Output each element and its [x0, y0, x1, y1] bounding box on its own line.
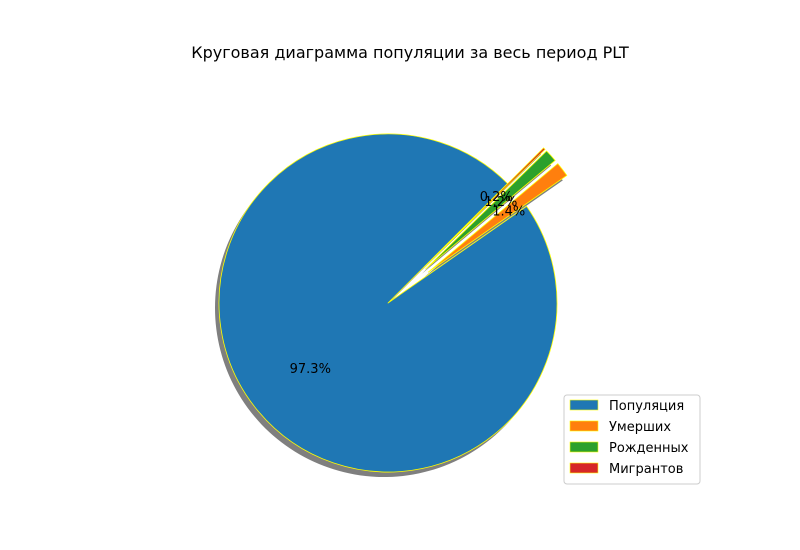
slice-3-percent-label: 0.2%: [480, 190, 513, 205]
slice-2-percent-label: 1.2%: [484, 195, 517, 210]
legend-label-1: Умерших: [609, 420, 671, 435]
slice-1-percent-label: 1.4%: [492, 205, 525, 220]
slice-0-percent-label: 97.3%: [290, 362, 331, 377]
legend-swatch-3: [569, 462, 599, 474]
legend-label-0: Популяция: [609, 399, 684, 414]
legend-label-2: Рожденных: [609, 441, 689, 456]
pie-labels: 97.3% 1.4%1.2%0.2%: [290, 190, 526, 377]
pie-slices: [218, 133, 568, 473]
slice-3-wedge: [423, 147, 546, 268]
legend: Популяция Умерших Рожденных Мигрантов: [563, 394, 701, 485]
chart-title: Круговая диаграмма популяции за весь пер…: [191, 43, 629, 62]
legend-swatch-2: [569, 441, 599, 453]
legend-frame: [563, 394, 701, 485]
slice-1-wedge: [427, 163, 568, 273]
legend-swatch-0: [569, 399, 599, 411]
legend-label-3: Мигрантов: [609, 462, 683, 477]
legend-swatch-1: [569, 420, 599, 432]
slice-2-wedge: [425, 150, 556, 270]
